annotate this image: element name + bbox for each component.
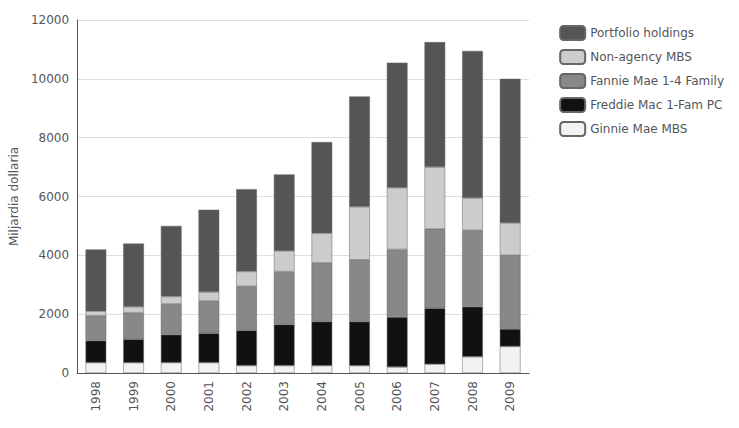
- svg-text:6000: 6000: [39, 190, 70, 204]
- svg-text:Ginnie Mae MBS: Ginnie Mae MBS: [590, 122, 687, 136]
- svg-text:Portfolio holdings: Portfolio holdings: [590, 26, 694, 40]
- svg-text:Miljardia dollaria: Miljardia dollaria: [7, 147, 21, 246]
- svg-text:Fannie Mae 1-4 Family: Fannie Mae 1-4 Family: [590, 74, 724, 88]
- svg-text:4000: 4000: [39, 248, 70, 262]
- svg-text:2006: 2006: [390, 381, 404, 412]
- svg-text:1999: 1999: [127, 381, 141, 412]
- svg-text:2005: 2005: [353, 381, 367, 412]
- svg-text:2003: 2003: [277, 381, 291, 412]
- svg-text:10000: 10000: [31, 72, 69, 86]
- svg-text:2007: 2007: [428, 381, 442, 412]
- svg-text:8000: 8000: [39, 131, 70, 145]
- svg-text:2000: 2000: [39, 307, 70, 321]
- svg-text:Freddie Mac 1-Fam PC: Freddie Mac 1-Fam PC: [590, 98, 722, 112]
- svg-text:0: 0: [61, 366, 69, 380]
- svg-text:1998: 1998: [89, 381, 103, 412]
- svg-text:Non-agency MBS: Non-agency MBS: [590, 50, 692, 64]
- svg-text:2009: 2009: [503, 381, 517, 412]
- svg-text:2000: 2000: [164, 381, 178, 412]
- svg-text:2008: 2008: [466, 381, 480, 412]
- svg-text:12000: 12000: [31, 13, 69, 27]
- svg-text:2002: 2002: [240, 381, 254, 412]
- svg-text:2004: 2004: [315, 381, 329, 412]
- svg-text:2001: 2001: [202, 381, 216, 412]
